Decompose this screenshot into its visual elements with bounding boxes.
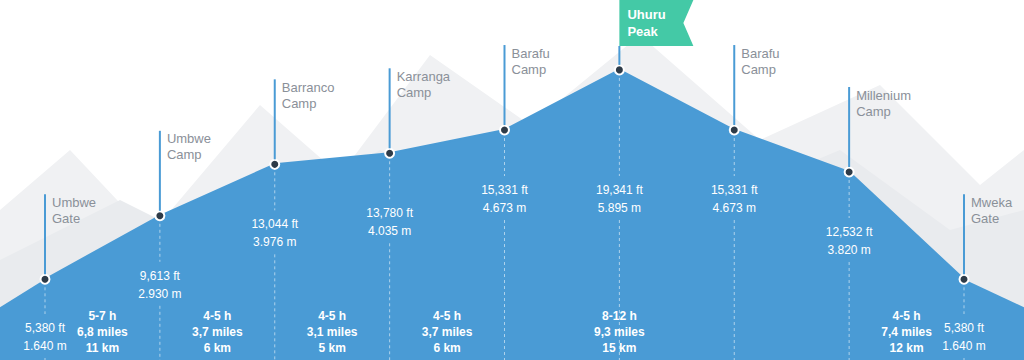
svg-text:13,044 ft: 13,044 ft: [251, 217, 298, 231]
svg-text:Millenium: Millenium: [856, 88, 911, 103]
svg-text:Umbwe: Umbwe: [52, 195, 96, 210]
svg-text:5,380 ft: 5,380 ft: [25, 321, 66, 335]
svg-text:Camp: Camp: [397, 85, 432, 100]
svg-text:Gate: Gate: [52, 211, 80, 226]
svg-text:Camp: Camp: [512, 62, 547, 77]
svg-text:Uhuru: Uhuru: [627, 7, 665, 22]
svg-text:9,613 ft: 9,613 ft: [140, 269, 181, 283]
svg-text:4-5 h: 4-5 h: [433, 309, 461, 323]
svg-text:4.035 m: 4.035 m: [368, 224, 411, 238]
svg-text:15,331 ft: 15,331 ft: [481, 183, 528, 197]
svg-text:15,331 ft: 15,331 ft: [711, 183, 758, 197]
svg-text:7,4 miles: 7,4 miles: [881, 325, 932, 339]
svg-text:1.640 m: 1.640 m: [23, 339, 66, 353]
svg-text:Barafu: Barafu: [512, 46, 550, 61]
svg-text:4.673 m: 4.673 m: [713, 201, 756, 215]
svg-text:6 km: 6 km: [204, 341, 231, 355]
svg-text:Mweka: Mweka: [971, 195, 1013, 210]
svg-text:4-5 h: 4-5 h: [318, 309, 346, 323]
svg-text:6 km: 6 km: [433, 341, 460, 355]
svg-text:9,3 miles: 9,3 miles: [594, 325, 645, 339]
svg-text:Barafu: Barafu: [741, 46, 779, 61]
svg-text:3.976 m: 3.976 m: [253, 235, 296, 249]
svg-text:12,532 ft: 12,532 ft: [826, 225, 873, 239]
svg-text:3,7 miles: 3,7 miles: [192, 325, 243, 339]
svg-text:Camp: Camp: [167, 147, 202, 162]
svg-text:15 km: 15 km: [602, 341, 636, 355]
svg-text:5.895 m: 5.895 m: [598, 201, 641, 215]
svg-text:11 km: 11 km: [86, 341, 119, 355]
svg-text:4-5 h: 4-5 h: [203, 309, 231, 323]
svg-text:19,341 ft: 19,341 ft: [596, 183, 643, 197]
svg-text:Karranga: Karranga: [397, 69, 451, 84]
svg-text:5,380 ft: 5,380 ft: [944, 321, 985, 335]
svg-text:Gate: Gate: [971, 211, 999, 226]
svg-text:5-7 h: 5-7 h: [88, 309, 116, 323]
svg-text:1.640 m: 1.640 m: [942, 339, 985, 353]
svg-text:Camp: Camp: [282, 96, 317, 111]
svg-text:Barranco: Barranco: [282, 80, 335, 95]
svg-text:8-12 h: 8-12 h: [602, 309, 637, 323]
svg-text:13,780 ft: 13,780 ft: [366, 206, 413, 220]
svg-text:2.930 m: 2.930 m: [138, 287, 181, 301]
svg-text:5 km: 5 km: [319, 341, 346, 355]
svg-text:3.820 m: 3.820 m: [827, 243, 870, 257]
svg-text:6,8 miles: 6,8 miles: [77, 325, 128, 339]
svg-text:3,7 miles: 3,7 miles: [422, 325, 473, 339]
svg-text:4-5 h: 4-5 h: [893, 309, 921, 323]
svg-text:Peak: Peak: [627, 24, 658, 39]
svg-text:4.673 m: 4.673 m: [483, 201, 526, 215]
svg-text:Camp: Camp: [741, 62, 776, 77]
svg-text:Umbwe: Umbwe: [167, 131, 211, 146]
svg-text:Camp: Camp: [856, 104, 891, 119]
svg-text:3,1 miles: 3,1 miles: [307, 325, 358, 339]
svg-text:12 km: 12 km: [890, 341, 924, 355]
